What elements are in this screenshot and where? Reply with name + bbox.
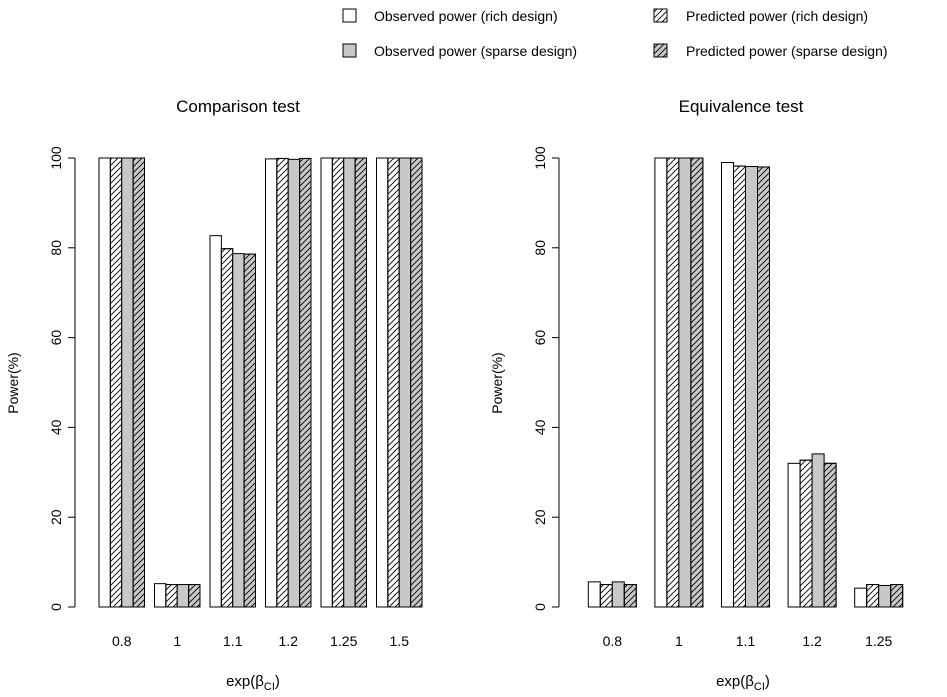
comparison-bar <box>376 157 389 608</box>
equivalence-bar-hatch <box>757 166 770 608</box>
equivalence-bar <box>878 584 892 608</box>
comparison-y-ticks: 0 20 40 60 80 100 <box>48 146 75 611</box>
comparison-y-tick-label: 100 <box>48 146 64 170</box>
comparison-bar-hatch <box>165 584 178 608</box>
legend-label-observed-rich: Observed power (rich design) <box>374 8 558 24</box>
comparison-bar-hatch <box>243 253 256 608</box>
equivalence-bar <box>678 157 692 608</box>
equivalence-y-tick-label: 80 <box>532 240 548 256</box>
equivalence-y-ticks: 0 20 40 60 80 100 <box>532 146 559 611</box>
equivalence-y-tick-label: 60 <box>532 330 548 346</box>
equivalence-bar <box>721 161 734 608</box>
equivalence-bar <box>811 453 825 608</box>
comparison-y-tick-label: 80 <box>48 240 64 256</box>
comparison-bar-hatch <box>354 157 367 608</box>
comparison-chart: Comparison test Power(%) 0 20 40 60 80 100 0.… <box>5 97 423 693</box>
equivalence-bar-hatch <box>866 584 880 608</box>
comparison-y-tick-label: 40 <box>48 419 64 435</box>
equivalence-bar-hatch <box>599 584 613 608</box>
equivalence-y-tick-label: 100 <box>532 146 548 170</box>
comparison-bar-hatch <box>331 157 345 608</box>
comparison-bar-hatch <box>220 248 234 608</box>
equivalence-chart: Equivalence test Power(%) 0 20 40 60 80 100 0… <box>489 97 904 693</box>
comparison-x-axis-label: exp(βCI) <box>226 673 280 693</box>
equivalence-bar-hatch <box>666 157 680 608</box>
equivalence-x-tick-label: 1.1 <box>736 633 756 649</box>
equivalence-bar-hatch <box>733 165 746 608</box>
equivalence-x-tick-label: 1.25 <box>865 633 892 649</box>
equivalence-y-tick-label: 0 <box>532 603 548 611</box>
legend-swatch-observed-sparse <box>342 43 357 58</box>
equivalence-bar-hatch <box>623 584 637 608</box>
comparison-bar-hatch <box>188 584 201 608</box>
equivalence-chart-title: Equivalence test <box>679 97 804 116</box>
comparison-x-tick-label: 1.5 <box>390 633 410 649</box>
equivalence-x-tick-label: 1 <box>675 633 683 649</box>
comparison-bar-hatch <box>276 157 289 608</box>
equivalence-bar-hatch <box>690 157 704 608</box>
legend-swatch-observed-rich <box>342 8 357 23</box>
comparison-bar <box>287 158 301 608</box>
comparison-y-tick-label: 0 <box>48 603 64 611</box>
comparison-bars <box>98 157 423 608</box>
comparison-bar-hatch <box>132 157 145 608</box>
comparison-x-tick-label: 1 <box>173 633 181 649</box>
equivalence-bar <box>587 581 601 608</box>
comparison-bar <box>232 253 245 608</box>
equivalence-bar-hatch <box>799 459 813 608</box>
comparison-bar-hatch <box>387 157 400 608</box>
comparison-bar <box>343 157 356 608</box>
legend-swatch-predicted-rich-hatch <box>653 8 668 23</box>
comparison-x-tick-label: 1.1 <box>223 633 243 649</box>
comparison-bar-hatch <box>410 157 423 608</box>
comparison-bar <box>176 584 190 608</box>
equivalence-x-axis-label: exp(βCI) <box>716 673 770 693</box>
equivalence-x-tick-label: 0.8 <box>603 633 623 649</box>
comparison-bar <box>398 157 412 608</box>
comparison-chart-title: Comparison test <box>176 97 300 116</box>
equivalence-y-axis-label: Power(%) <box>489 352 505 413</box>
comparison-y-tick-label: 20 <box>48 509 64 525</box>
equivalence-y-tick-label: 20 <box>532 509 548 525</box>
comparison-y-axis-label: Power(%) <box>5 352 21 413</box>
comparison-y-tick-label: 60 <box>48 330 64 346</box>
comparison-bar-hatch <box>299 157 312 608</box>
comparison-bar <box>121 157 134 608</box>
equivalence-x-tick-label: 1.2 <box>802 633 822 649</box>
equivalence-bar <box>654 157 668 608</box>
equivalence-bars <box>587 157 904 608</box>
legend-swatch-predicted-sparse-hatch <box>653 43 668 58</box>
legend: Observed power (rich design) Predicted p… <box>342 8 888 59</box>
equivalence-bar-hatch <box>890 584 904 608</box>
comparison-x-tick-label: 1.2 <box>279 633 299 649</box>
comparison-bar <box>154 583 167 608</box>
comparison-bar <box>209 235 222 608</box>
comparison-x-tick-label: 0.8 <box>112 633 132 649</box>
legend-label-predicted-rich: Predicted power (rich design) <box>686 8 868 24</box>
equivalence-bar <box>854 587 868 608</box>
equivalence-bar <box>611 581 625 608</box>
legend-label-predicted-sparse: Predicted power (sparse design) <box>686 43 888 59</box>
equivalence-x-tick-labels: 0.8 1 1.1 1.2 1.25 <box>603 633 893 649</box>
equivalence-y-tick-label: 40 <box>532 419 548 435</box>
comparison-bar <box>98 157 111 608</box>
equivalence-bar <box>745 166 758 608</box>
equivalence-bar-hatch <box>823 462 837 608</box>
comparison-bar <box>320 157 333 608</box>
comparison-x-tick-labels: 0.8 1 1.1 1.2 1.25 1.5 <box>112 633 409 649</box>
legend-label-observed-sparse: Observed power (sparse design) <box>374 43 577 59</box>
comparison-bar-hatch <box>109 157 123 608</box>
comparison-x-tick-label: 1.25 <box>330 633 357 649</box>
comparison-bar <box>265 158 278 608</box>
equivalence-bar <box>787 462 801 608</box>
